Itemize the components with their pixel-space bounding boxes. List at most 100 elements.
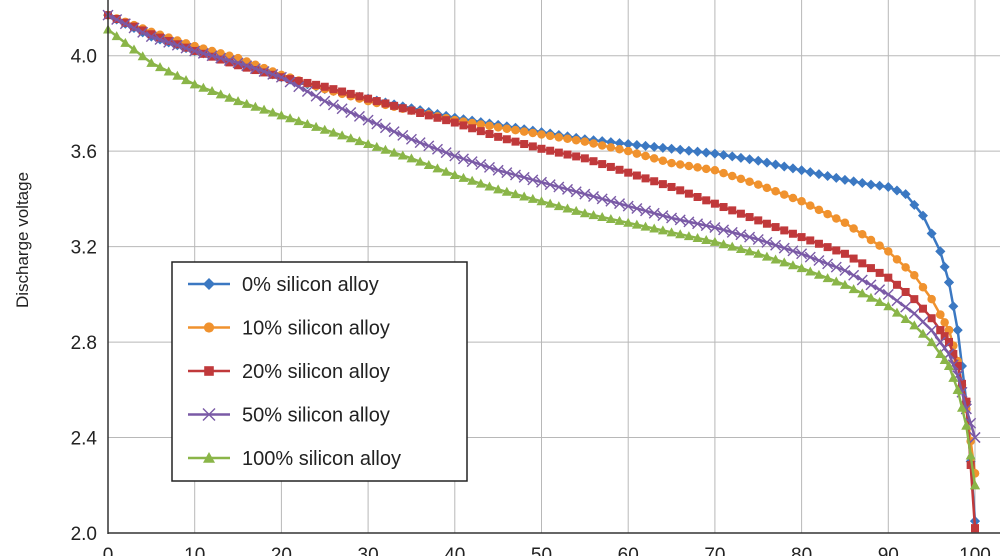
data-point-x bbox=[145, 31, 157, 43]
data-point-triangle bbox=[493, 184, 504, 194]
data-point-square bbox=[303, 78, 312, 87]
data-point-triangle bbox=[701, 234, 712, 244]
data-point-diamond bbox=[770, 159, 781, 170]
data-point-triangle bbox=[571, 205, 582, 215]
data-point-triangle bbox=[510, 189, 521, 199]
data-point-square bbox=[710, 199, 719, 208]
data-point-square bbox=[875, 268, 884, 277]
data-point-triangle bbox=[761, 251, 772, 261]
data-point-x bbox=[770, 239, 782, 251]
data-point-diamond bbox=[857, 178, 868, 188]
data-point-triangle bbox=[475, 178, 486, 188]
data-point-x bbox=[562, 183, 574, 195]
data-point-triangle bbox=[770, 254, 781, 264]
data-point-triangle bbox=[163, 66, 174, 76]
data-point-triangle bbox=[744, 246, 755, 256]
data-point-triangle bbox=[900, 314, 911, 324]
data-point-circle bbox=[493, 123, 503, 132]
data-point-x bbox=[431, 143, 443, 155]
data-point-diamond bbox=[822, 171, 833, 181]
data-point-triangle bbox=[397, 150, 408, 160]
data-point-diamond bbox=[948, 301, 959, 312]
data-point-square bbox=[736, 209, 745, 218]
data-point-diamond bbox=[692, 146, 703, 157]
data-point-x bbox=[414, 137, 426, 149]
data-point-circle bbox=[580, 137, 590, 146]
data-point-triangle bbox=[787, 260, 798, 270]
data-point-circle bbox=[203, 322, 215, 333]
data-point-diamond bbox=[900, 189, 911, 200]
y-tick-label: 2.0 bbox=[71, 524, 97, 545]
data-point-x bbox=[388, 126, 400, 138]
data-point-triangle bbox=[319, 124, 330, 134]
data-point-x bbox=[570, 186, 582, 198]
data-point-x bbox=[128, 22, 140, 34]
data-point-square bbox=[459, 121, 468, 130]
data-point-x bbox=[163, 36, 175, 48]
data-point-diamond bbox=[727, 151, 738, 162]
data-point-x bbox=[223, 55, 235, 66]
data-point-triangle bbox=[675, 229, 686, 239]
data-point-square bbox=[927, 314, 936, 323]
data-point-triangle bbox=[605, 213, 616, 223]
data-point-square bbox=[936, 326, 945, 335]
data-point-diamond bbox=[203, 278, 215, 290]
data-point-triangle bbox=[389, 147, 400, 157]
data-point-x bbox=[917, 316, 929, 328]
data-point-triangle bbox=[276, 110, 287, 120]
data-point-x bbox=[423, 140, 435, 152]
data-point-x bbox=[700, 220, 712, 232]
data-point-triangle bbox=[822, 273, 833, 283]
tick-labels: 2.0 2.4 2.8 3.2 3.6 4.0 0 10 20 30 40 50 60 70 80 90 100 bbox=[71, 47, 991, 556]
data-point-circle bbox=[632, 149, 642, 158]
data-point-square bbox=[641, 174, 650, 183]
data-point-x bbox=[796, 248, 808, 260]
data-point-triangle bbox=[203, 452, 215, 463]
data-point-square bbox=[572, 152, 581, 161]
data-point-x bbox=[735, 229, 747, 241]
data-point-square bbox=[858, 259, 867, 268]
data-point-triangle bbox=[527, 193, 538, 203]
data-point-diamond bbox=[865, 179, 876, 190]
series-50-silicon-alloy bbox=[102, 9, 981, 444]
data-point-square bbox=[884, 273, 893, 282]
data-point-triangle bbox=[614, 215, 625, 225]
data-point-square bbox=[251, 66, 260, 75]
data-point-diamond bbox=[943, 277, 954, 288]
data-point-square bbox=[780, 226, 789, 235]
data-point-circle bbox=[641, 151, 650, 161]
data-point-x bbox=[527, 174, 539, 186]
data-point-square bbox=[476, 127, 485, 136]
data-point-x bbox=[501, 167, 513, 179]
data-point-triangle bbox=[943, 360, 954, 370]
data-point-circle bbox=[736, 174, 746, 184]
data-point-square bbox=[745, 213, 754, 222]
data-point-square bbox=[892, 280, 901, 289]
data-point-triangle bbox=[181, 75, 192, 85]
data-point-square bbox=[606, 162, 615, 171]
data-point-diamond bbox=[779, 161, 790, 172]
data-point-square bbox=[849, 254, 858, 263]
data-point-circle bbox=[606, 143, 616, 152]
data-point-triangle bbox=[285, 113, 296, 123]
data-point-triangle bbox=[233, 96, 244, 106]
data-point-x bbox=[310, 90, 322, 102]
data-point-x bbox=[752, 233, 764, 245]
data-point-circle bbox=[589, 139, 598, 148]
data-point-triangle bbox=[380, 144, 391, 154]
data-point-x bbox=[778, 242, 790, 254]
data-point-square bbox=[944, 338, 953, 347]
data-point-diamond bbox=[935, 246, 946, 257]
data-point-triangle bbox=[259, 104, 270, 114]
data-point-triangle bbox=[215, 89, 226, 99]
data-point-triangle bbox=[649, 223, 660, 233]
legend: 0% silicon alloy 10% silicon alloy 20% sil… bbox=[171, 261, 468, 482]
data-point-square bbox=[719, 203, 728, 212]
data-point-circle bbox=[840, 218, 850, 228]
data-point-square bbox=[204, 366, 214, 376]
data-point-square bbox=[520, 140, 529, 149]
data-point-triangle bbox=[449, 170, 460, 180]
x-tick-label: 80 bbox=[791, 545, 812, 556]
data-point-x bbox=[553, 181, 565, 193]
